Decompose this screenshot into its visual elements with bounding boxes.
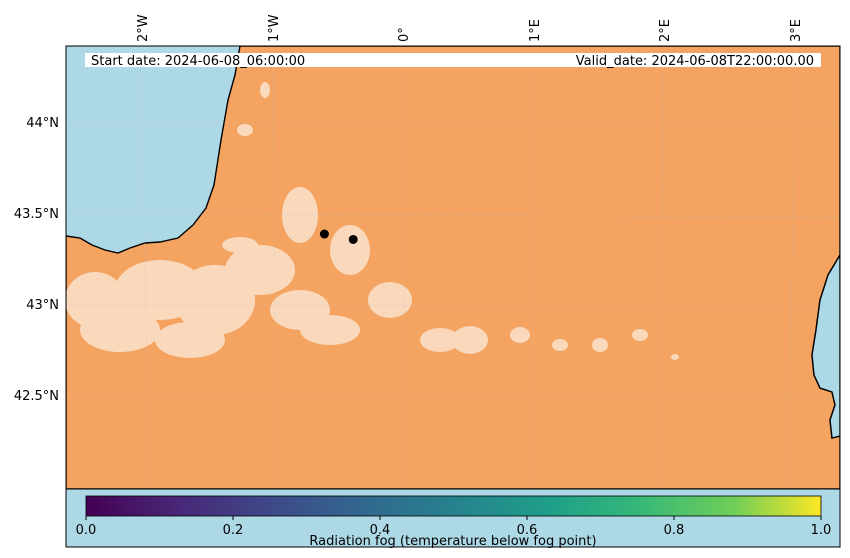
colorbar [85, 495, 822, 517]
lon-tick-labels: 2°W 1°W 0° 1°E 2°E 3°E [136, 14, 804, 42]
colorbar-ticks [85, 516, 822, 520]
lat-tick-label: 44°N [26, 116, 59, 131]
mediterranean-sea [811, 253, 840, 439]
graticule [66, 46, 840, 489]
lon-tick-label: 3°E [789, 19, 804, 42]
lat-tick-label: 42.5°N [14, 389, 59, 404]
colorbar-tick-label: 0.2 [223, 523, 244, 538]
colorbar-tick-label: 0.8 [664, 523, 685, 538]
lat-tick-labels: 44°N 43.5°N 43°N 42.5°N [14, 116, 59, 404]
header-bar [85, 53, 821, 67]
map-area [66, 46, 840, 489]
lon-tick-label: 2°W [136, 14, 151, 42]
location-marker [348, 234, 358, 244]
colorbar-tick-label: 0.4 [370, 523, 391, 538]
lat-tick-label: 43.5°N [14, 207, 59, 222]
colorbar-label: Radiation fog (temperature below fog poi… [309, 534, 596, 549]
colorbar-tick-label: 0.6 [517, 523, 538, 538]
markers [319, 229, 358, 244]
colorbar-tick-labels: 0.0 0.2 0.4 0.6 0.8 1.0 [76, 523, 832, 538]
lon-tick-label: 2°E [658, 19, 673, 42]
lon-tick-label: 1°W [267, 14, 282, 42]
lon-tick-label: 1°E [528, 19, 543, 42]
lat-tick-label: 43°N [26, 298, 59, 313]
fog-patches [66, 82, 679, 360]
location-marker [319, 229, 329, 239]
start-date-label: Start date: 2024-06-08_06:00:00 [91, 54, 305, 69]
valid-date-label: Valid_date: 2024-06-08T22:00:00.00 [576, 54, 814, 69]
colorbar-tick-label: 0.0 [76, 523, 97, 538]
lon-tick-label: 0° [397, 27, 412, 42]
colorbar-tick-label: 1.0 [811, 523, 832, 538]
